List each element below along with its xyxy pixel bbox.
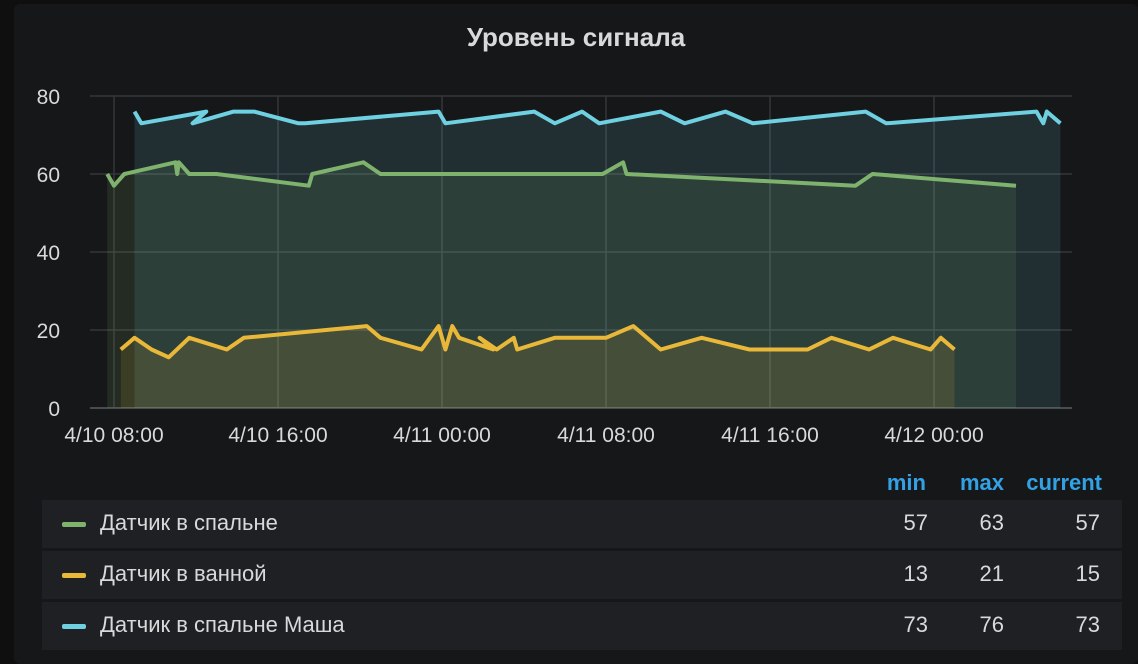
legend-swatch [62, 624, 86, 629]
x-axis-ticks: 4/10 08:00 4/10 16:00 4/11 00:00 4/11 08:00… [64, 424, 983, 447]
legend-series-name[interactable]: Датчик в спальне [100, 510, 278, 535]
y-tick-label: 40 [37, 242, 60, 265]
legend-row-masha[interactable]: Датчик в спальне Маша 73 76 73 [42, 602, 1122, 650]
legend-current-value: 15 [1075, 561, 1100, 586]
series-areas [107, 111, 1061, 408]
x-tick-label: 4/11 16:00 [721, 424, 819, 447]
legend-series-name[interactable]: Датчик в спальне Маша [100, 612, 345, 637]
series-area-0 [107, 162, 1016, 408]
x-tick-label: 4/11 00:00 [393, 424, 491, 447]
legend-max-value: 21 [979, 561, 1004, 586]
y-axis-ticks: 0 20 40 60 80 [37, 86, 60, 421]
legend-series-name[interactable]: Датчик в ванной [100, 561, 267, 586]
series-line-1 [119, 324, 956, 360]
chart-canvas: 0 20 40 60 80 4/10 08:00 4/10 16:00 4/11 00:00… [37, 86, 1072, 447]
graph-panel: Уровень сигнала 0 20 40 60 80 4/10 08:00 4/10… [14, 4, 1138, 664]
legend-row-vannoy[interactable]: Датчик в ванной 13 21 15 [42, 551, 1122, 599]
legend-swatch [62, 573, 86, 578]
series-line-0 [105, 160, 1017, 188]
series-lines [105, 109, 1062, 360]
y-tick-label: 0 [48, 398, 60, 421]
series-line-2 [132, 109, 1062, 126]
y-tick-label: 60 [37, 164, 60, 187]
series-area-1 [120, 326, 955, 408]
x-tick-label: 4/11 08:00 [557, 424, 655, 447]
legend-min-value: 13 [903, 561, 928, 586]
legend-swatch [62, 522, 86, 527]
chart-grid [90, 95, 1072, 409]
y-tick-label: 20 [37, 320, 60, 343]
legend-current-value: 73 [1075, 612, 1100, 637]
chart-title: Уровень сигнала [466, 22, 686, 52]
legend-header-max[interactable]: max [959, 470, 1004, 495]
y-tick-label: 80 [37, 86, 60, 109]
legend-current-value: 57 [1075, 510, 1100, 535]
legend-header-current[interactable]: current [1026, 470, 1102, 495]
legend-max-value: 76 [979, 612, 1004, 637]
legend-min-value: 57 [903, 510, 928, 535]
x-tick-label: 4/10 16:00 [228, 424, 327, 447]
legend-min-value: 73 [903, 612, 928, 637]
x-tick-label: 4/12 00:00 [884, 424, 983, 447]
legend-row-spalne[interactable]: Датчик в спальне 57 63 57 [42, 500, 1122, 548]
legend-header-min[interactable]: min [886, 470, 926, 495]
legend-max-value: 63 [979, 510, 1004, 535]
x-tick-label: 4/10 08:00 [64, 424, 163, 447]
